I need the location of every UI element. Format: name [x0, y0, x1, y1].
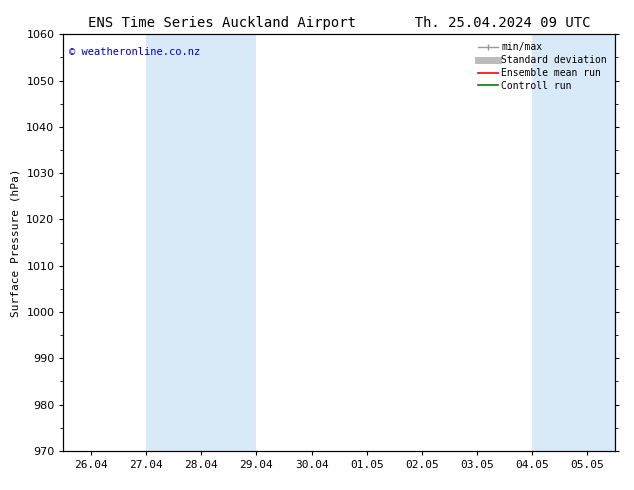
Legend: min/max, Standard deviation, Ensemble mean run, Controll run: min/max, Standard deviation, Ensemble me… [474, 38, 611, 95]
Text: © weatheronline.co.nz: © weatheronline.co.nz [69, 47, 200, 57]
Title: ENS Time Series Auckland Airport       Th. 25.04.2024 09 UTC: ENS Time Series Auckland Airport Th. 25.… [88, 16, 590, 30]
Y-axis label: Surface Pressure (hPa): Surface Pressure (hPa) [11, 168, 21, 317]
Bar [533, 34, 615, 451]
Bar [146, 34, 256, 451]
